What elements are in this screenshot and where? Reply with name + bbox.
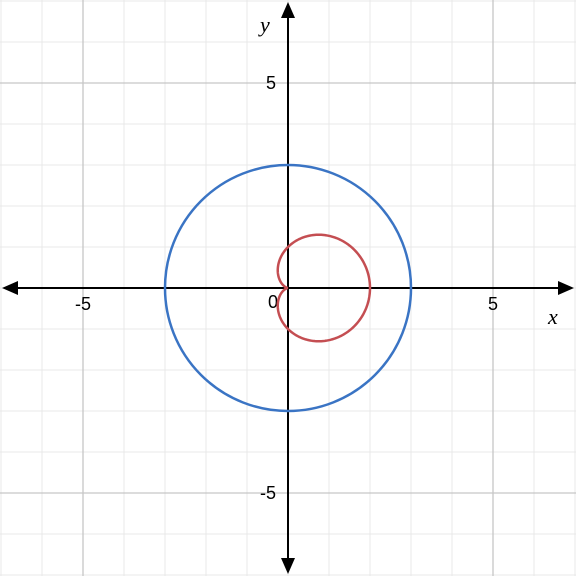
y-axis-label: y — [258, 12, 270, 37]
plot-svg: -5 5 5 -5 0 x y — [0, 0, 576, 576]
tick-x-pos5: 5 — [488, 294, 498, 314]
tick-y-pos5: 5 — [266, 73, 276, 93]
polar-plot: -5 5 5 -5 0 x y — [0, 0, 576, 576]
tick-x-neg5: -5 — [75, 294, 91, 314]
tick-y-neg5: -5 — [260, 483, 276, 503]
x-axis-label: x — [547, 304, 558, 329]
tick-origin: 0 — [268, 292, 278, 312]
